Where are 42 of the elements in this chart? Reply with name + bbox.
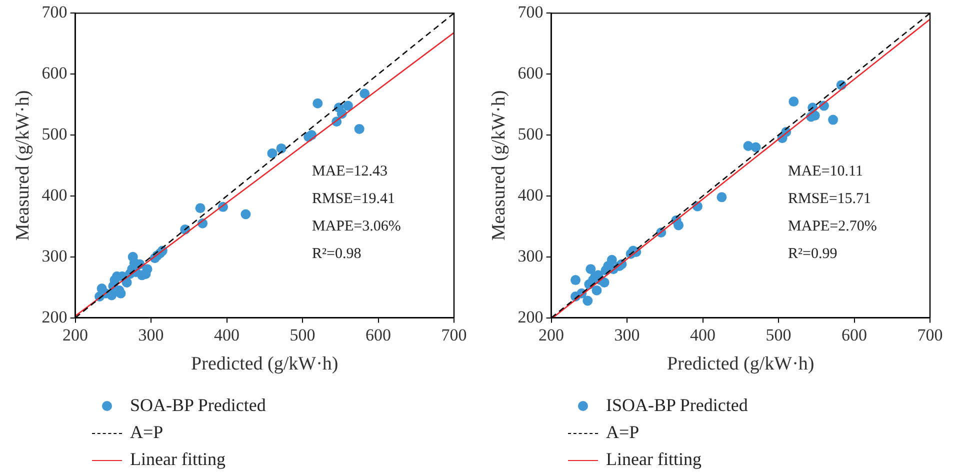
- annotation: MAE=12.43: [312, 164, 388, 180]
- y-tick-label: 500: [518, 124, 544, 144]
- x-tick-label: 700: [917, 325, 943, 344]
- x-tick-label: 300: [138, 325, 164, 344]
- legend-label: Linear fitting: [130, 449, 226, 470]
- legend-label: SOA-BP Predicted: [130, 395, 266, 416]
- y-tick-label: 200: [42, 307, 68, 326]
- legend-label: A=P: [130, 422, 164, 443]
- annotation: R²=0.98: [312, 246, 362, 262]
- y-axis-title: Measured (g/kW·h): [488, 90, 510, 241]
- y-tick-label: 700: [518, 2, 544, 22]
- y-tick-label: 300: [42, 246, 68, 266]
- legend-label: Linear fitting: [606, 449, 702, 470]
- y-tick-label: 600: [518, 64, 544, 83]
- y-tick-label: 300: [518, 246, 544, 266]
- x-tick-label: 700: [441, 325, 467, 344]
- y-tick-label: 400: [42, 185, 68, 204]
- y-tick-label: 700: [42, 2, 68, 22]
- x-axis-title: Predicted (g/kW·h): [667, 354, 814, 375]
- x-tick-label: 600: [842, 325, 868, 344]
- annotation: MAPE=2.70%: [788, 218, 877, 234]
- x-tick-label: 500: [290, 325, 316, 344]
- x-tick-label: 200: [538, 325, 564, 344]
- x-tick-label: 500: [766, 325, 792, 344]
- y-tick-label: 400: [518, 185, 544, 204]
- annotation: R²=0.99: [788, 246, 838, 262]
- x-tick-label: 600: [366, 325, 392, 344]
- annotation: MAPE=3.06%: [312, 218, 401, 234]
- annotation: RMSE=19.41: [312, 190, 396, 207]
- y-tick-label: 200: [518, 307, 544, 326]
- x-tick-label: 300: [614, 325, 640, 344]
- annotation: MAE=10.11: [788, 164, 863, 180]
- legend-label: A=P: [606, 422, 640, 443]
- annotation: RMSE=15.71: [788, 190, 872, 207]
- x-tick-label: 200: [62, 325, 88, 344]
- x-axis-title: Predicted (g/kW·h): [191, 354, 338, 375]
- x-tick-label: 400: [214, 325, 240, 344]
- y-axis-title: Measured (g/kW·h): [12, 90, 34, 241]
- x-tick-label: 400: [690, 325, 716, 344]
- y-tick-label: 600: [42, 64, 68, 83]
- legend-label: ISOA-BP Predicted: [606, 395, 748, 416]
- y-tick-label: 500: [42, 124, 68, 144]
